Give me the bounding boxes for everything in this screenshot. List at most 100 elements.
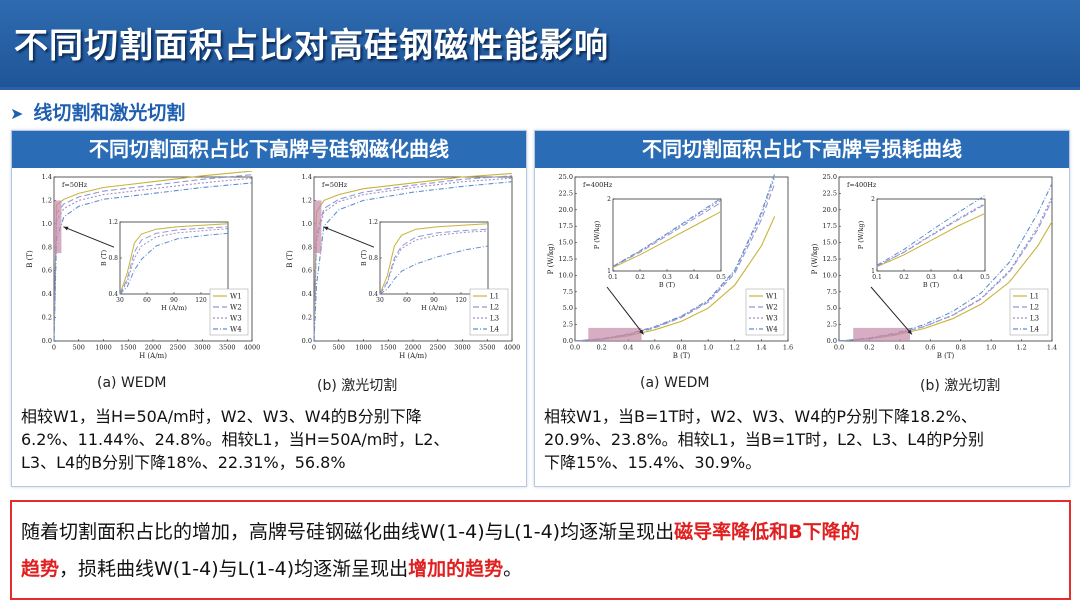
arrow-bullet-icon: ➤	[10, 104, 24, 123]
x-tick-label: 0.3	[926, 274, 936, 281]
legend-label: L3	[490, 315, 499, 323]
series-line-w2	[612, 202, 722, 268]
y-tick-label: 25.0	[559, 173, 573, 181]
y-axis-label: B (T)	[100, 249, 108, 266]
series-line-l3	[876, 202, 986, 267]
y-tick-label: 1.4	[302, 173, 312, 181]
conclusion-highlight: 增加的趋势	[408, 558, 504, 580]
x-tick-label: 0.1	[608, 274, 618, 281]
y-tick-label: 0.0	[302, 337, 312, 345]
y-tick-label: 0.8	[42, 243, 52, 251]
x-axis-label: H (A/m)	[399, 352, 427, 360]
y-tick-label: 12.5	[559, 255, 573, 263]
legend-label: W2	[766, 304, 778, 312]
description-line: 6.2%、11.44%、24.8%。相较L1，当H=50A/m时，L2、	[21, 430, 450, 449]
x-tick-label: 0.2	[864, 344, 874, 352]
x-tick-label: 0.5	[716, 274, 726, 281]
series-line-w1	[119, 223, 229, 295]
y-tick-label: 0.6	[302, 267, 312, 275]
title-banner: 不同切割面积占比对高硅钢磁性能影响	[0, 0, 1080, 90]
y-tick-label: 0.4	[302, 290, 312, 298]
x-tick-label: 1500	[120, 344, 137, 352]
legend-label: L1	[490, 293, 499, 301]
y-tick-label: 5.0	[563, 304, 573, 312]
x-tick-label: 2500	[429, 344, 446, 352]
description-line: 相较W1，当H=50A/m时，W2、W3、W4的B分别下降	[21, 407, 422, 426]
x-tick-label: 0.6	[925, 344, 935, 352]
x-tick-label: 0.2	[635, 274, 645, 281]
zoom-arrow-head	[63, 226, 69, 231]
x-tick-label: 1.2	[1016, 344, 1026, 352]
conclusion-text-normal: 随着切割面积占比的增加，高牌号硅钢磁化曲线W(1-4)与L(1-4)均逐渐呈现出	[21, 521, 675, 543]
x-tick-label: 0.2	[899, 274, 909, 281]
chart-loss-wedm: 0.0 0.2 0.4 0.6 0.8 1.0 1.2 1.4 1.6 0.0 2.5 5.0 7.5 1…	[547, 173, 793, 360]
conclusion-box: 随着切割面积占比的增加，高牌号硅钢磁化曲线W(1-4)与L(1-4)均逐渐呈现出…	[10, 500, 1071, 600]
caption-mag-laser: (b) 激光切割	[317, 378, 398, 394]
y-tick-label: 0.6	[42, 267, 52, 275]
x-tick-label: 90	[430, 297, 438, 304]
section-label: 线切割和激光切割	[33, 102, 186, 124]
x-tick-label: 0.1	[872, 274, 882, 281]
y-tick-label: 0.2	[42, 314, 52, 322]
y-tick-label: 1.0	[302, 220, 312, 228]
y-tick-label: 10.0	[823, 271, 837, 279]
x-tick-label: 120	[455, 297, 467, 304]
zoom-arrow	[63, 226, 115, 248]
x-axis-label: B (T)	[937, 352, 955, 360]
section-heading: ➤ 线切割和激光切割	[10, 98, 185, 125]
legend-label: W2	[230, 304, 242, 312]
frequency-annotation: f=400Hz	[583, 181, 613, 189]
x-tick-label: 1.2	[730, 344, 740, 352]
y-tick-label: 0.4	[42, 290, 52, 298]
series-line-l4	[876, 194, 986, 266]
y-axis-label: B (T)	[26, 250, 34, 268]
x-tick-label: 0.4	[953, 274, 963, 281]
x-axis-label: H (A/m)	[161, 304, 187, 312]
description-line: 下降15%、15.4%、30.9%。	[544, 453, 762, 472]
magnetization-panel-header: 不同切割面积占比下高牌号硅钢磁化曲线	[12, 131, 526, 168]
legend-label: W3	[766, 315, 778, 323]
y-tick-label: 0.4	[108, 291, 118, 298]
y-tick-label: 0.2	[302, 314, 312, 322]
x-tick-label: 90	[170, 297, 178, 304]
x-tick-label: 120	[195, 297, 207, 304]
zoom-region-highlight	[853, 327, 910, 341]
x-tick-label: 0.3	[662, 274, 672, 281]
x-tick-label: 1.0	[986, 344, 996, 352]
y-tick-label: 0.0	[42, 337, 52, 345]
x-tick-label: 1.4	[756, 344, 766, 352]
legend-label: W1	[766, 293, 778, 301]
y-tick-label: 12.5	[823, 255, 837, 263]
x-tick-label: 4000	[504, 344, 520, 352]
x-tick-label: 2000	[405, 344, 422, 352]
zoom-arrow-head	[323, 226, 329, 231]
series-line-w4	[612, 197, 722, 267]
conclusion-highlight: 磁导率降低和B下降的	[674, 521, 860, 543]
series-line-l4	[313, 181, 513, 342]
x-tick-label: 60	[143, 297, 151, 304]
x-tick-label: 0.0	[834, 344, 844, 352]
zoom-arrow	[870, 286, 913, 335]
series-line-l3	[838, 196, 1053, 342]
y-tick-label: 17.5	[823, 222, 837, 230]
y-axis-label: B (T)	[360, 249, 368, 266]
x-tick-label: 0.4	[689, 274, 699, 281]
y-tick-label: 1.2	[42, 196, 52, 204]
zoom-arrow	[323, 226, 375, 248]
y-tick-label: 1	[871, 268, 875, 275]
legend-label: W4	[766, 326, 778, 334]
series-line-w4	[53, 182, 253, 342]
caption-loss-wedm: (a) WEDM	[640, 375, 710, 391]
y-tick-label: 22.5	[559, 189, 573, 197]
series-line-l4	[379, 245, 489, 295]
legend-label: W4	[230, 326, 242, 334]
y-tick-label: 0.0	[563, 337, 573, 345]
y-tick-label: 0.8	[302, 243, 312, 251]
legend-label: L2	[1030, 304, 1039, 312]
inset-frame	[876, 198, 986, 272]
loss-panel-header: 不同切割面积占比下高牌号损耗曲线	[535, 131, 1069, 168]
y-tick-label: 20.0	[823, 206, 837, 214]
conclusion-text-normal: ，损耗曲线W(1-4)与L(1-4)均逐渐呈现出	[59, 558, 409, 580]
x-tick-label: 3000	[194, 344, 211, 352]
y-tick-label: 25.0	[823, 173, 837, 181]
